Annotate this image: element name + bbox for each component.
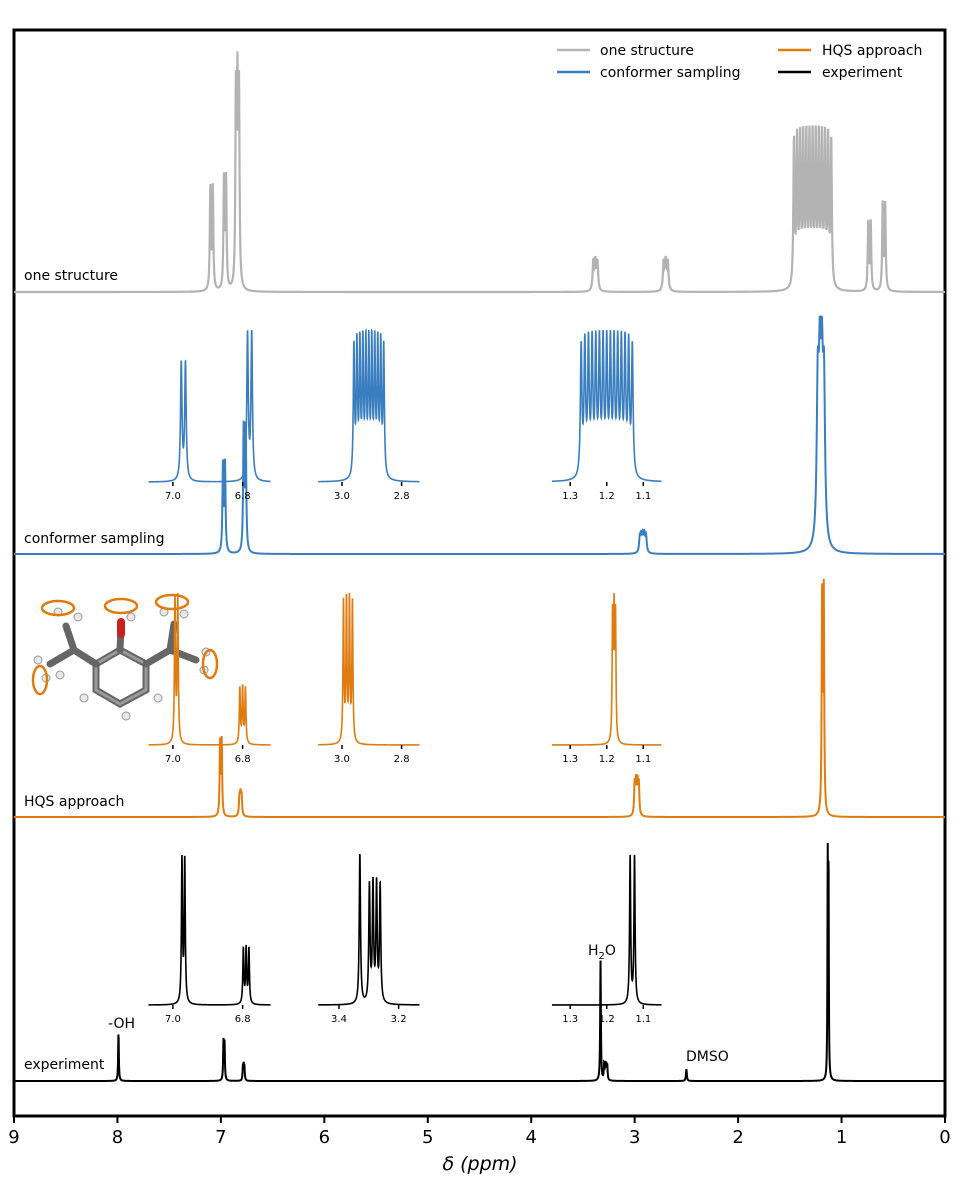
inset-tick-label-conf-2-1: 1.2 bbox=[599, 491, 615, 502]
legend-label-one-structure: one structure bbox=[600, 43, 694, 59]
panel-label-conformer: conformer sampling bbox=[24, 531, 165, 547]
inset-tick-label-exp-2-2: 1.1 bbox=[635, 1014, 651, 1025]
inset-spectrum-exp-2 bbox=[551, 854, 662, 1006]
inset-tick-label-exp-0-0: 7.0 bbox=[165, 1014, 181, 1025]
inset-tick-label-conf-2-2: 1.1 bbox=[635, 491, 651, 502]
inset-tick-label-conf-0-1: 6.8 bbox=[235, 491, 251, 502]
rotation-arrow-left-bottom bbox=[31, 664, 49, 696]
inset-tick-label-exp-1-1: 3.2 bbox=[391, 1014, 407, 1025]
bond-left-me1 bbox=[62, 622, 78, 654]
molecule-illustration bbox=[31, 593, 219, 721]
inset-tick-label-exp-0-1: 6.8 bbox=[235, 1014, 251, 1025]
inset-spectrum-conf-0 bbox=[148, 329, 271, 483]
annotation-dmso: DMSO bbox=[686, 1049, 729, 1065]
plot-frame bbox=[12, 28, 947, 1118]
hydrogen-l5 bbox=[55, 670, 65, 680]
spectrum-hqs bbox=[14, 578, 945, 818]
x-axis: 9 8 7 6 5 4 3 2 1 0 bbox=[8, 1116, 951, 1148]
bond-right-ipr bbox=[142, 646, 174, 668]
inset-tick-label-conf-1-0: 3.0 bbox=[334, 491, 350, 502]
rotation-arrow-right-top bbox=[154, 593, 190, 611]
hydrogen-ar1 bbox=[79, 693, 89, 703]
legend-label-hqs: HQS approach bbox=[822, 43, 922, 59]
hydrogen-ar2 bbox=[121, 711, 131, 721]
x-tick-label-3: 6 bbox=[319, 1127, 330, 1148]
spectrum-exp bbox=[14, 842, 945, 1082]
legend-label-experiment: experiment bbox=[822, 65, 903, 81]
annotation-oh: -OH bbox=[108, 1016, 135, 1032]
spectra-layer: 7.0 6.8 3.0 2.8 1.3 1.2 1.1 7.0 6.8 3.0 2.8 1.3 1.2 1… bbox=[14, 51, 945, 1082]
inset-spectrum-hqs-2 bbox=[551, 592, 662, 746]
panel-label-experiment: experiment bbox=[24, 1057, 105, 1073]
hydrogen-l3 bbox=[33, 655, 43, 665]
inset-tick-label-hqs-2-0: 1.3 bbox=[562, 754, 578, 765]
water-sub: 2 bbox=[599, 951, 605, 962]
inset-tick-label-hqs-0-1: 6.8 bbox=[235, 754, 251, 765]
annotation-water: H2O bbox=[588, 943, 616, 962]
bond-left-me2 bbox=[46, 646, 78, 668]
inset-tick-label-exp-2-1: 1.2 bbox=[599, 1014, 615, 1025]
inset-spectrum-hqs-1 bbox=[318, 592, 420, 746]
inset-spectrum-exp-0 bbox=[148, 854, 271, 1006]
x-tick-label-2: 7 bbox=[215, 1127, 226, 1148]
inset-tick-label-hqs-2-2: 1.1 bbox=[635, 754, 651, 765]
x-tick-label-1: 8 bbox=[112, 1127, 123, 1148]
spectrum-one bbox=[14, 51, 945, 294]
inset-spectrum-hqs-0 bbox=[148, 592, 271, 746]
x-axis-label: δ (ppm) bbox=[442, 1153, 517, 1175]
x-tick-label-6: 3 bbox=[629, 1127, 640, 1148]
x-tick-label-5: 4 bbox=[525, 1127, 536, 1148]
legend-label-conformer: conformer sampling bbox=[600, 65, 741, 81]
x-tick-label-4: 5 bbox=[422, 1127, 433, 1148]
bond-right-me1 bbox=[166, 620, 178, 654]
x-tick-label-0: 9 bbox=[8, 1127, 19, 1148]
legend: one structure HQS approach conformer sam… bbox=[557, 43, 922, 81]
rotation-arrow-right-bottom bbox=[201, 648, 219, 680]
x-tick-label-8: 1 bbox=[836, 1127, 847, 1148]
inset-spectrum-exp-1 bbox=[318, 853, 420, 1006]
rotation-arrow-oh bbox=[103, 597, 139, 615]
inset-tick-label-hqs-1-0: 3.0 bbox=[334, 754, 350, 765]
water-o: O bbox=[605, 943, 616, 959]
inset-tick-label-exp-2-0: 1.3 bbox=[562, 1014, 578, 1025]
panel-label-one-structure: one structure bbox=[24, 268, 118, 284]
inset-tick-label-hqs-1-1: 2.8 bbox=[394, 754, 410, 765]
inset-tick-label-conf-1-1: 2.8 bbox=[394, 491, 410, 502]
hydrogen-oh bbox=[126, 612, 136, 622]
panel-label-hqs: HQS approach bbox=[24, 794, 124, 810]
inset-spectrum-conf-2 bbox=[551, 329, 662, 483]
spectrum-conf bbox=[14, 315, 945, 555]
hydrogen-ar3 bbox=[153, 693, 163, 703]
inset-tick-label-exp-1-0: 3.4 bbox=[331, 1014, 347, 1025]
water-h: H bbox=[588, 943, 599, 959]
hydrogen-r2 bbox=[179, 609, 189, 619]
x-tick-label-9: 0 bbox=[939, 1127, 950, 1148]
inset-tick-label-conf-0-0: 7.0 bbox=[165, 491, 181, 502]
inset-tick-label-conf-2-0: 1.3 bbox=[562, 491, 578, 502]
inset-spectrum-conf-1 bbox=[318, 328, 420, 483]
hydrogen-l2 bbox=[73, 612, 83, 622]
x-tick-label-7: 2 bbox=[732, 1127, 743, 1148]
inset-tick-label-hqs-2-1: 1.2 bbox=[599, 754, 615, 765]
bond-left-ipr bbox=[70, 646, 100, 668]
rotation-arrow-left-top bbox=[40, 599, 76, 617]
inset-tick-label-hqs-0-0: 7.0 bbox=[165, 754, 181, 765]
